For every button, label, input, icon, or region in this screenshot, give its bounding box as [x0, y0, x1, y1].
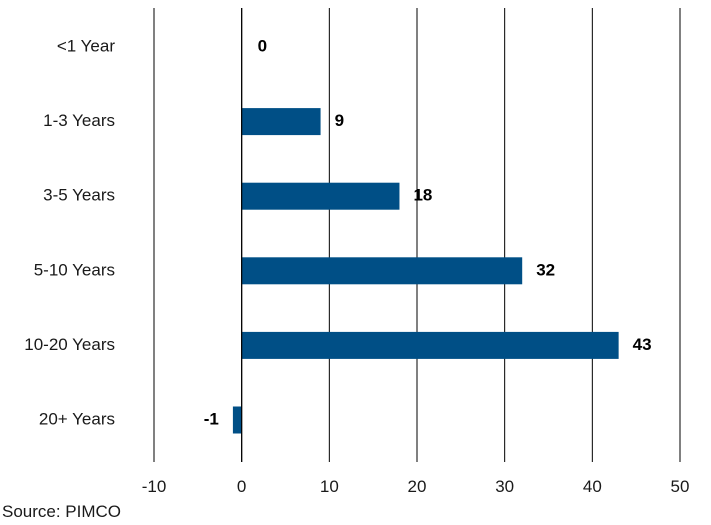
data-label: -1 — [204, 409, 219, 428]
data-label: 18 — [413, 186, 432, 205]
category-labels: <1 Year 1-3 Years 3-5 Years 5-10 Years 10-20… — [24, 36, 115, 428]
x-tick-label: 30 — [495, 477, 514, 496]
bar — [241, 331, 619, 359]
bar — [241, 108, 321, 136]
x-tick-label: -10 — [142, 477, 167, 496]
bar — [232, 406, 242, 434]
data-labels: 0 9 18 32 43 -1 — [204, 8, 652, 462]
category-label: 10-20 Years — [24, 335, 115, 354]
bar — [241, 257, 523, 285]
category-label: 5-10 Years — [34, 260, 115, 279]
data-label: 32 — [536, 260, 555, 279]
bar — [241, 182, 400, 210]
x-tick-label: 50 — [671, 477, 690, 496]
category-label: 1-3 Years — [43, 111, 115, 130]
x-tick-label: 0 — [237, 477, 246, 496]
category-label: 20+ Years — [39, 409, 115, 428]
data-label: 43 — [633, 335, 652, 354]
category-label: <1 Year — [57, 36, 115, 55]
x-tick-label: 10 — [320, 477, 339, 496]
data-label: 0 — [258, 36, 267, 55]
gridlines — [153, 8, 681, 462]
source-note: Source: PIMCO — [2, 502, 122, 521]
bars — [232, 108, 619, 434]
category-label: 3-5 Years — [43, 186, 115, 205]
data-label: 9 — [335, 111, 344, 130]
x-tick-label: 40 — [583, 477, 602, 496]
x-tick-labels: -10 0 10 20 30 40 50 — [142, 477, 690, 496]
x-tick-label: 20 — [408, 477, 427, 496]
